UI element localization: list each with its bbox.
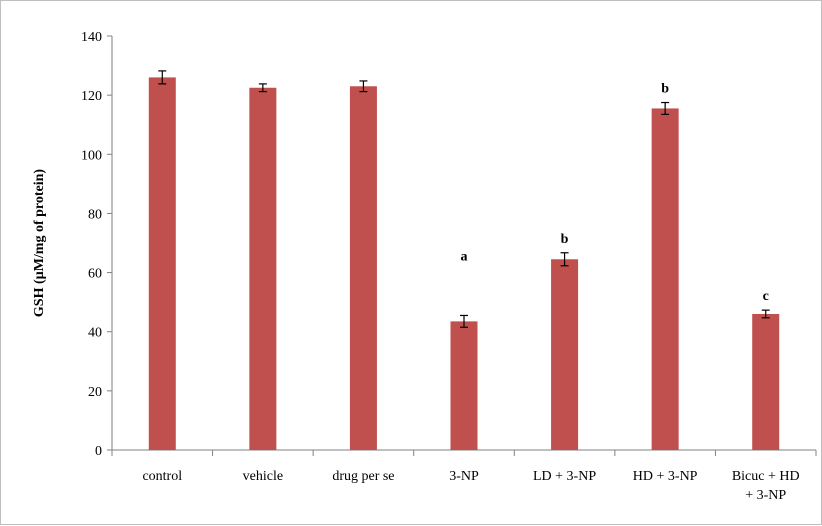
y-tick-label: 20 xyxy=(88,385,102,400)
bar xyxy=(148,77,176,451)
significance-label: b xyxy=(561,232,569,247)
x-tick-label: drug per se xyxy=(332,469,394,484)
y-tick-label: 40 xyxy=(88,326,102,341)
y-tick-label: 80 xyxy=(88,207,102,222)
x-tick-label: 3-NP xyxy=(449,469,479,484)
y-tick-label: 100 xyxy=(81,148,102,163)
significance-label: a xyxy=(461,250,468,265)
x-tick-label: + 3-NP xyxy=(745,488,786,503)
y-axis-title: GSH (µM/mg of protein) xyxy=(32,169,47,318)
plot-area: 0 20 40 60 80 100 120 140 control vehicle drug per… xyxy=(81,30,817,503)
x-tick-label: vehicle xyxy=(243,469,283,484)
significance-label: c xyxy=(763,289,769,304)
x-tick-label: LD + 3-NP xyxy=(533,469,596,484)
bar xyxy=(349,86,377,451)
y-tick-label: 60 xyxy=(88,267,102,282)
bar xyxy=(450,321,478,450)
bar xyxy=(249,87,277,450)
significance-label: b xyxy=(661,82,669,97)
bar xyxy=(752,313,780,450)
y-tick-label: 0 xyxy=(95,444,102,459)
y-tick-label: 120 xyxy=(81,89,102,104)
x-tick-label: control xyxy=(142,469,182,484)
x-tick-label: HD + 3-NP xyxy=(633,469,698,484)
bar xyxy=(651,108,679,450)
y-tick-label: 140 xyxy=(81,30,102,45)
x-tick-label: Bicuc + HD xyxy=(732,469,800,484)
bar xyxy=(551,259,579,450)
